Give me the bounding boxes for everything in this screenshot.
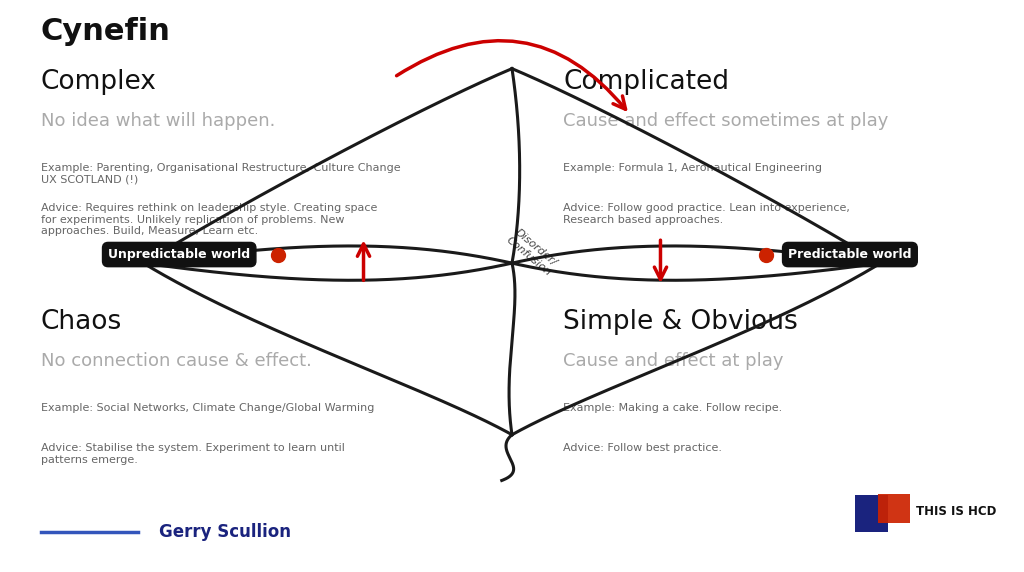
Bar: [855, 495, 888, 532]
Text: No idea what will happen.: No idea what will happen.: [41, 112, 275, 129]
Text: Gerry Scullion: Gerry Scullion: [159, 523, 291, 541]
Text: THIS IS HCD: THIS IS HCD: [916, 506, 996, 518]
Bar: [878, 494, 910, 523]
Text: Simple & Obvious: Simple & Obvious: [563, 309, 798, 335]
Text: Complex: Complex: [41, 69, 157, 94]
Text: Example: Social Networks, Climate Change/Global Warming: Example: Social Networks, Climate Change…: [41, 403, 375, 413]
Text: Advice: Follow best practice.: Advice: Follow best practice.: [563, 443, 722, 453]
Text: Cynefin: Cynefin: [41, 17, 171, 46]
Text: Cause and effect sometimes at play: Cause and effect sometimes at play: [563, 112, 889, 129]
Text: Advice: Stabilise the system. Experiment to learn until
patterns emerge.: Advice: Stabilise the system. Experiment…: [41, 443, 345, 465]
Text: Example: Formula 1, Aeronautical Engineering: Example: Formula 1, Aeronautical Enginee…: [563, 163, 822, 173]
Text: Advice: Requires rethink on leadership style. Creating space
for experiments. Un: Advice: Requires rethink on leadership s…: [41, 203, 377, 236]
Text: No connection cause & effect.: No connection cause & effect.: [41, 352, 312, 370]
Text: Example: Making a cake. Follow recipe.: Example: Making a cake. Follow recipe.: [563, 403, 782, 413]
Text: Unpredictable world: Unpredictable world: [109, 248, 250, 261]
Text: Disorder/
Confusion: Disorder/ Confusion: [505, 226, 560, 277]
Text: Cause and effect at play: Cause and effect at play: [563, 352, 783, 370]
Text: Predictable world: Predictable world: [788, 248, 911, 261]
Text: Advice: Follow good practice. Lean into experience,
Research based approaches.: Advice: Follow good practice. Lean into …: [563, 203, 850, 225]
Text: Example: Parenting, Organisational Restructure, Culture Change
UX SCOTLAND (!): Example: Parenting, Organisational Restr…: [41, 163, 400, 185]
Text: Complicated: Complicated: [563, 69, 729, 94]
Text: Chaos: Chaos: [41, 309, 122, 335]
